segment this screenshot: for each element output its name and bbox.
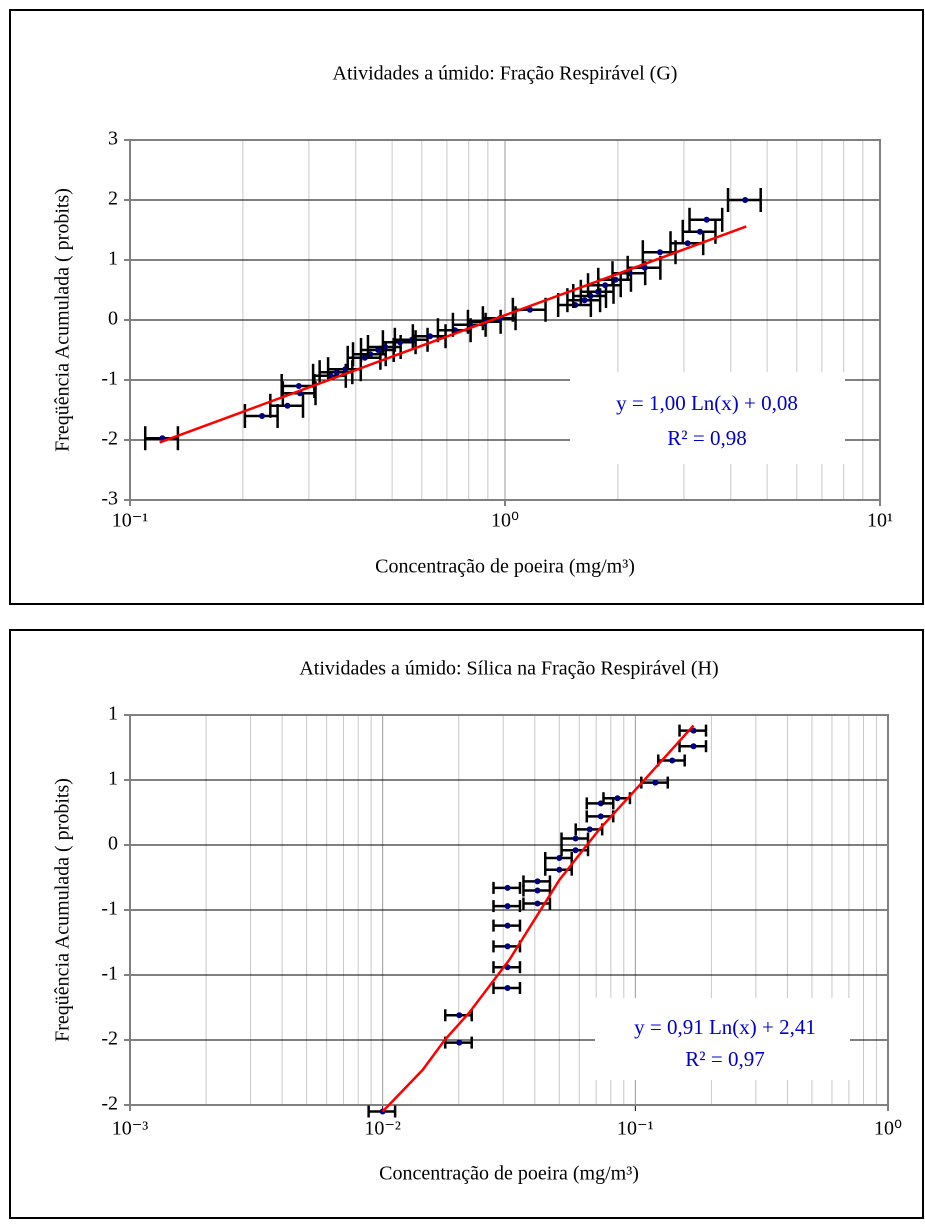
y-tick-label: -2	[101, 1093, 118, 1115]
data-point	[333, 369, 340, 376]
data-point	[684, 240, 691, 247]
data-point	[504, 884, 511, 891]
equation-box	[570, 372, 845, 464]
data-point	[742, 197, 749, 203]
y-tick-label: 0	[108, 308, 118, 330]
x-tick-label: 10⁰	[874, 1118, 902, 1140]
y-tick-label: 2	[108, 188, 118, 210]
data-point	[504, 985, 511, 991]
data-point	[572, 835, 579, 842]
y-tick-label: -1	[101, 898, 118, 920]
y-tick-label: -1	[101, 368, 118, 390]
data-point	[295, 383, 302, 389]
data-point	[652, 779, 659, 786]
y-tick-label: -2	[101, 428, 118, 450]
data-point	[641, 264, 648, 271]
data-point	[456, 1012, 463, 1019]
data-point	[612, 276, 619, 283]
data-point	[556, 855, 563, 861]
fit-line	[159, 225, 747, 444]
x-tick-label: 10⁻¹	[112, 510, 149, 532]
data-point	[572, 847, 579, 854]
equation: R² = 0,97	[685, 1047, 764, 1071]
y-tick-label: 1	[108, 703, 118, 725]
data-point	[527, 306, 534, 313]
data-point	[504, 943, 511, 950]
data-point	[597, 813, 604, 820]
data-point	[556, 866, 563, 873]
data-point	[696, 228, 703, 235]
chart-frame	[9, 9, 924, 605]
data-point	[284, 402, 291, 409]
x-tick-label: 10⁻²	[364, 1118, 401, 1140]
chart-title: Atividades a úmido: Sílica na Fração Res…	[299, 658, 718, 680]
chart-title: Atividades a úmido: Fração Respirável (G…	[333, 63, 678, 85]
x-tick-label: 10⁰	[491, 510, 519, 532]
y-tick-label: 1	[108, 768, 118, 790]
y-axis-label: Freqüência Acumulada ( probits)	[52, 188, 74, 452]
data-point	[703, 216, 710, 223]
x-tick-label: 10⁻¹	[617, 1118, 654, 1140]
data-point	[259, 413, 266, 419]
data-point	[690, 727, 697, 734]
chart-frame	[9, 629, 924, 1219]
y-tick-label: -1	[101, 963, 118, 985]
x-axis-label: Concentração de poeira (mg/m³)	[375, 556, 635, 578]
y-tick-label: -2	[101, 1028, 118, 1050]
data-point	[690, 743, 697, 750]
x-tick-label: 10¹	[867, 510, 893, 532]
data-point	[586, 826, 593, 833]
data-point	[614, 795, 621, 802]
plot-border	[129, 139, 881, 501]
data-point	[361, 354, 368, 361]
y-tick-label: 1	[108, 248, 118, 270]
y-axis-label: Freqüência Acumulada ( probits)	[52, 778, 74, 1042]
y-tick-label: -3	[101, 488, 118, 510]
data-point	[534, 887, 541, 894]
data-point	[427, 333, 434, 340]
equation: y = 0,91 Ln(x) + 2,41	[634, 1015, 816, 1039]
fit-line	[381, 724, 695, 1113]
equation-box	[595, 998, 850, 1080]
data-point	[534, 900, 541, 907]
equation: y = 1,00 Ln(x) + 0,08	[616, 391, 798, 415]
data-point	[375, 347, 382, 353]
equation: R² = 0,98	[667, 426, 746, 450]
data-point	[504, 903, 511, 910]
x-tick-label: 10⁻³	[112, 1118, 149, 1140]
y-tick-label: 0	[108, 833, 118, 855]
data-point	[656, 249, 663, 256]
plot-border	[129, 714, 889, 1106]
data-point	[669, 757, 676, 764]
x-axis-label: Concentração de poeira (mg/m³)	[379, 1163, 639, 1185]
data-point	[581, 297, 588, 304]
data-point	[456, 1039, 463, 1046]
data-point	[602, 282, 609, 289]
data-point	[504, 922, 511, 929]
y-tick-label: 3	[108, 128, 118, 150]
data-point	[534, 878, 541, 885]
